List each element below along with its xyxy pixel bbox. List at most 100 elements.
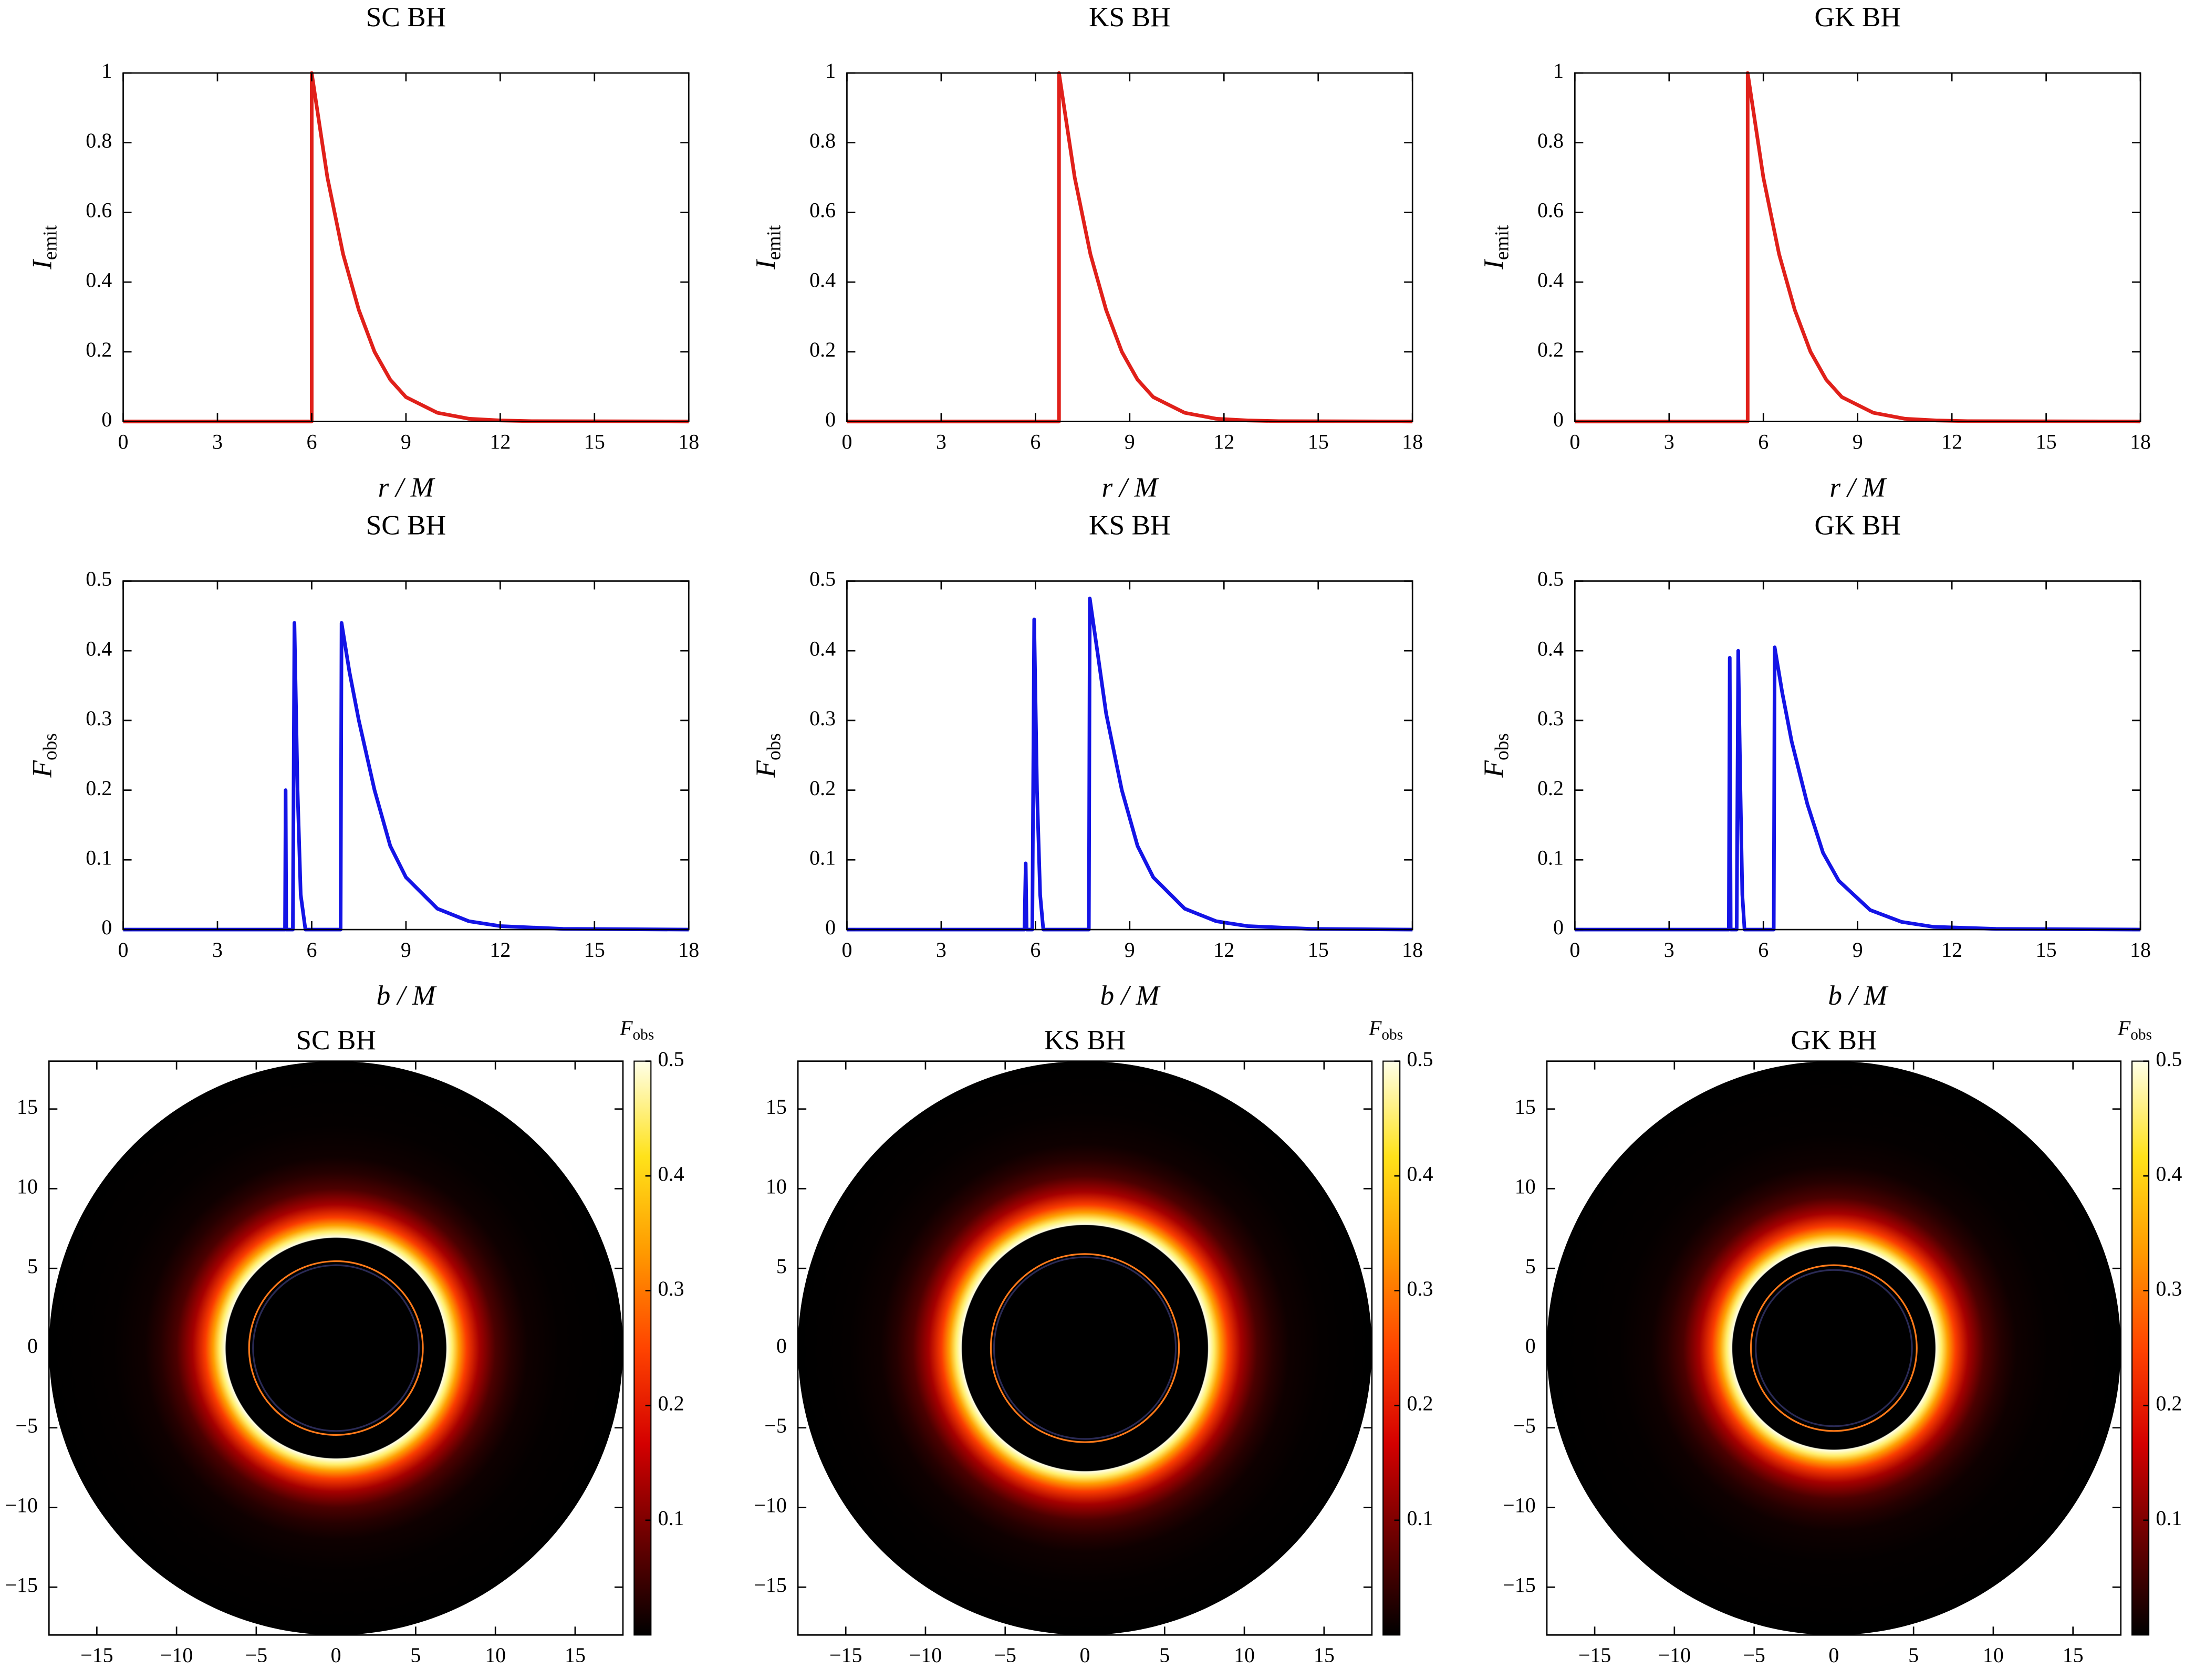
x-tick-label: 6	[1030, 938, 1041, 962]
y-tick-label: 0.4	[1537, 268, 1564, 291]
y-tick-label: 15	[766, 1095, 787, 1119]
y-tick-label: 0.2	[1537, 338, 1564, 361]
x-axis-label: r / M	[378, 472, 435, 503]
ring	[1755, 1269, 1913, 1427]
y-tick-label: −10	[1503, 1494, 1536, 1517]
x-tick-label: 5	[1908, 1643, 1919, 1667]
y-axis-label: Iemit	[27, 225, 61, 270]
colorbar-tick-label: 0.3	[1407, 1277, 1433, 1300]
x-tick-label: 3	[1664, 938, 1674, 962]
y-axis-label-main: F	[1478, 760, 1509, 778]
x-tick-label: 12	[1941, 430, 1962, 453]
ring	[993, 1256, 1177, 1440]
x-tick-label: 5	[410, 1643, 421, 1667]
y-tick-label: 10	[17, 1175, 38, 1198]
x-tick-label: −10	[1658, 1643, 1691, 1667]
x-tick-label: 9	[1853, 938, 1863, 962]
x-axis-label: r / M	[1829, 472, 1887, 503]
colorbar-tick-label: 0.5	[2156, 1047, 2182, 1071]
y-tick-label: 0	[1553, 915, 1564, 939]
y-tick-label: 0	[27, 1334, 38, 1358]
x-tick-label: 15	[2036, 938, 2057, 962]
y-tick-label: −5	[15, 1414, 38, 1437]
colorbar-label: Fobs	[619, 1016, 654, 1043]
colorbar-tick-label: 0.2	[2156, 1391, 2182, 1415]
colorbar	[2131, 1060, 2150, 1636]
y-tick-label: 1	[825, 59, 836, 82]
y-tick-label: 10	[766, 1175, 787, 1198]
y-tick-label: 0.1	[86, 846, 112, 870]
x-tick-label: 18	[1402, 938, 1423, 962]
plot-frame	[1574, 580, 2141, 931]
ring	[990, 1253, 1180, 1443]
x-axis-label: b / M	[1100, 980, 1161, 1011]
colorbar	[633, 1060, 652, 1636]
x-tick-label: 3	[212, 430, 223, 453]
x-tick-label: 15	[584, 430, 605, 453]
y-tick-label: 0.2	[809, 776, 836, 800]
x-tick-label: 6	[306, 938, 317, 962]
plot-frame	[1574, 72, 2141, 422]
data-line	[1575, 645, 2141, 932]
y-axis-label-sub: obs	[763, 733, 785, 760]
colorbar-label-main: F	[1368, 1016, 1382, 1040]
y-tick-label: 0.1	[809, 846, 836, 870]
x-tick-label: 6	[1758, 938, 1769, 962]
colorbar-tick-label: 0.5	[1407, 1047, 1433, 1071]
x-tick-label: −5	[1743, 1643, 1765, 1667]
y-tick-label: 0	[776, 1334, 787, 1358]
x-axis-label: r / M	[1101, 472, 1159, 503]
x-tick-label: 18	[678, 430, 699, 453]
colorbar-label-main: F	[619, 1016, 633, 1040]
y-tick-label: 0.4	[86, 268, 112, 291]
y-tick-label: 0.3	[86, 706, 112, 730]
y-tick-label: 5	[1525, 1254, 1536, 1278]
chart-title: SC BH	[366, 509, 446, 540]
y-tick-label: 15	[1515, 1095, 1536, 1119]
chart-title: SC BH	[366, 2, 446, 33]
data-line	[847, 71, 1413, 424]
y-axis-label-main: I	[750, 259, 781, 270]
colorbar-tick-label: 0.1	[1407, 1506, 1433, 1530]
chart-title: GK BH	[1791, 1025, 1877, 1056]
y-axis-label: Iemit	[1478, 225, 1513, 270]
data-line	[847, 597, 1413, 932]
x-tick-label: 3	[212, 938, 223, 962]
disk-image	[1547, 1061, 2121, 1635]
colorbar-tick-label: 0.1	[2156, 1506, 2182, 1530]
x-tick-label: −5	[245, 1643, 268, 1667]
chart-title: SC BH	[296, 1025, 376, 1056]
y-axis-label-sub: obs	[1491, 733, 1513, 760]
x-tick-label: 15	[1308, 430, 1329, 453]
x-tick-label: 6	[1030, 430, 1041, 453]
x-tick-label: 0	[1569, 938, 1580, 962]
y-tick-label: 0.2	[1537, 776, 1564, 800]
y-tick-label: 0	[1553, 408, 1564, 431]
x-tick-label: 9	[1125, 938, 1135, 962]
x-tick-label: 3	[936, 938, 946, 962]
y-tick-label: 0.3	[1537, 706, 1564, 730]
x-tick-label: 10	[485, 1643, 506, 1667]
x-tick-label: 12	[1213, 430, 1234, 453]
y-tick-label: −15	[1503, 1573, 1536, 1596]
chart-title: KS BH	[1089, 509, 1171, 540]
y-tick-label: 0.4	[809, 636, 836, 660]
x-tick-label: 15	[1308, 938, 1329, 962]
y-tick-label: −15	[754, 1573, 787, 1596]
colorbar-label-sub: obs	[633, 1026, 654, 1043]
colorbar-tick-label: 0.1	[658, 1506, 684, 1530]
y-tick-label: 0.6	[86, 199, 112, 222]
ring	[252, 1264, 420, 1432]
x-tick-label: 0	[841, 938, 852, 962]
y-axis-label-sub: emit	[1491, 225, 1513, 260]
chart-title: KS BH	[1044, 1025, 1126, 1056]
ring	[1750, 1264, 1918, 1432]
x-tick-label: 12	[490, 938, 511, 962]
y-tick-label: 0.8	[1537, 129, 1564, 152]
x-tick-label: 15	[584, 938, 605, 962]
disk-image	[798, 1061, 1372, 1635]
x-tick-label: 0	[841, 430, 852, 453]
y-axis-label: Fobs	[750, 733, 785, 778]
disk-image	[49, 1061, 623, 1635]
